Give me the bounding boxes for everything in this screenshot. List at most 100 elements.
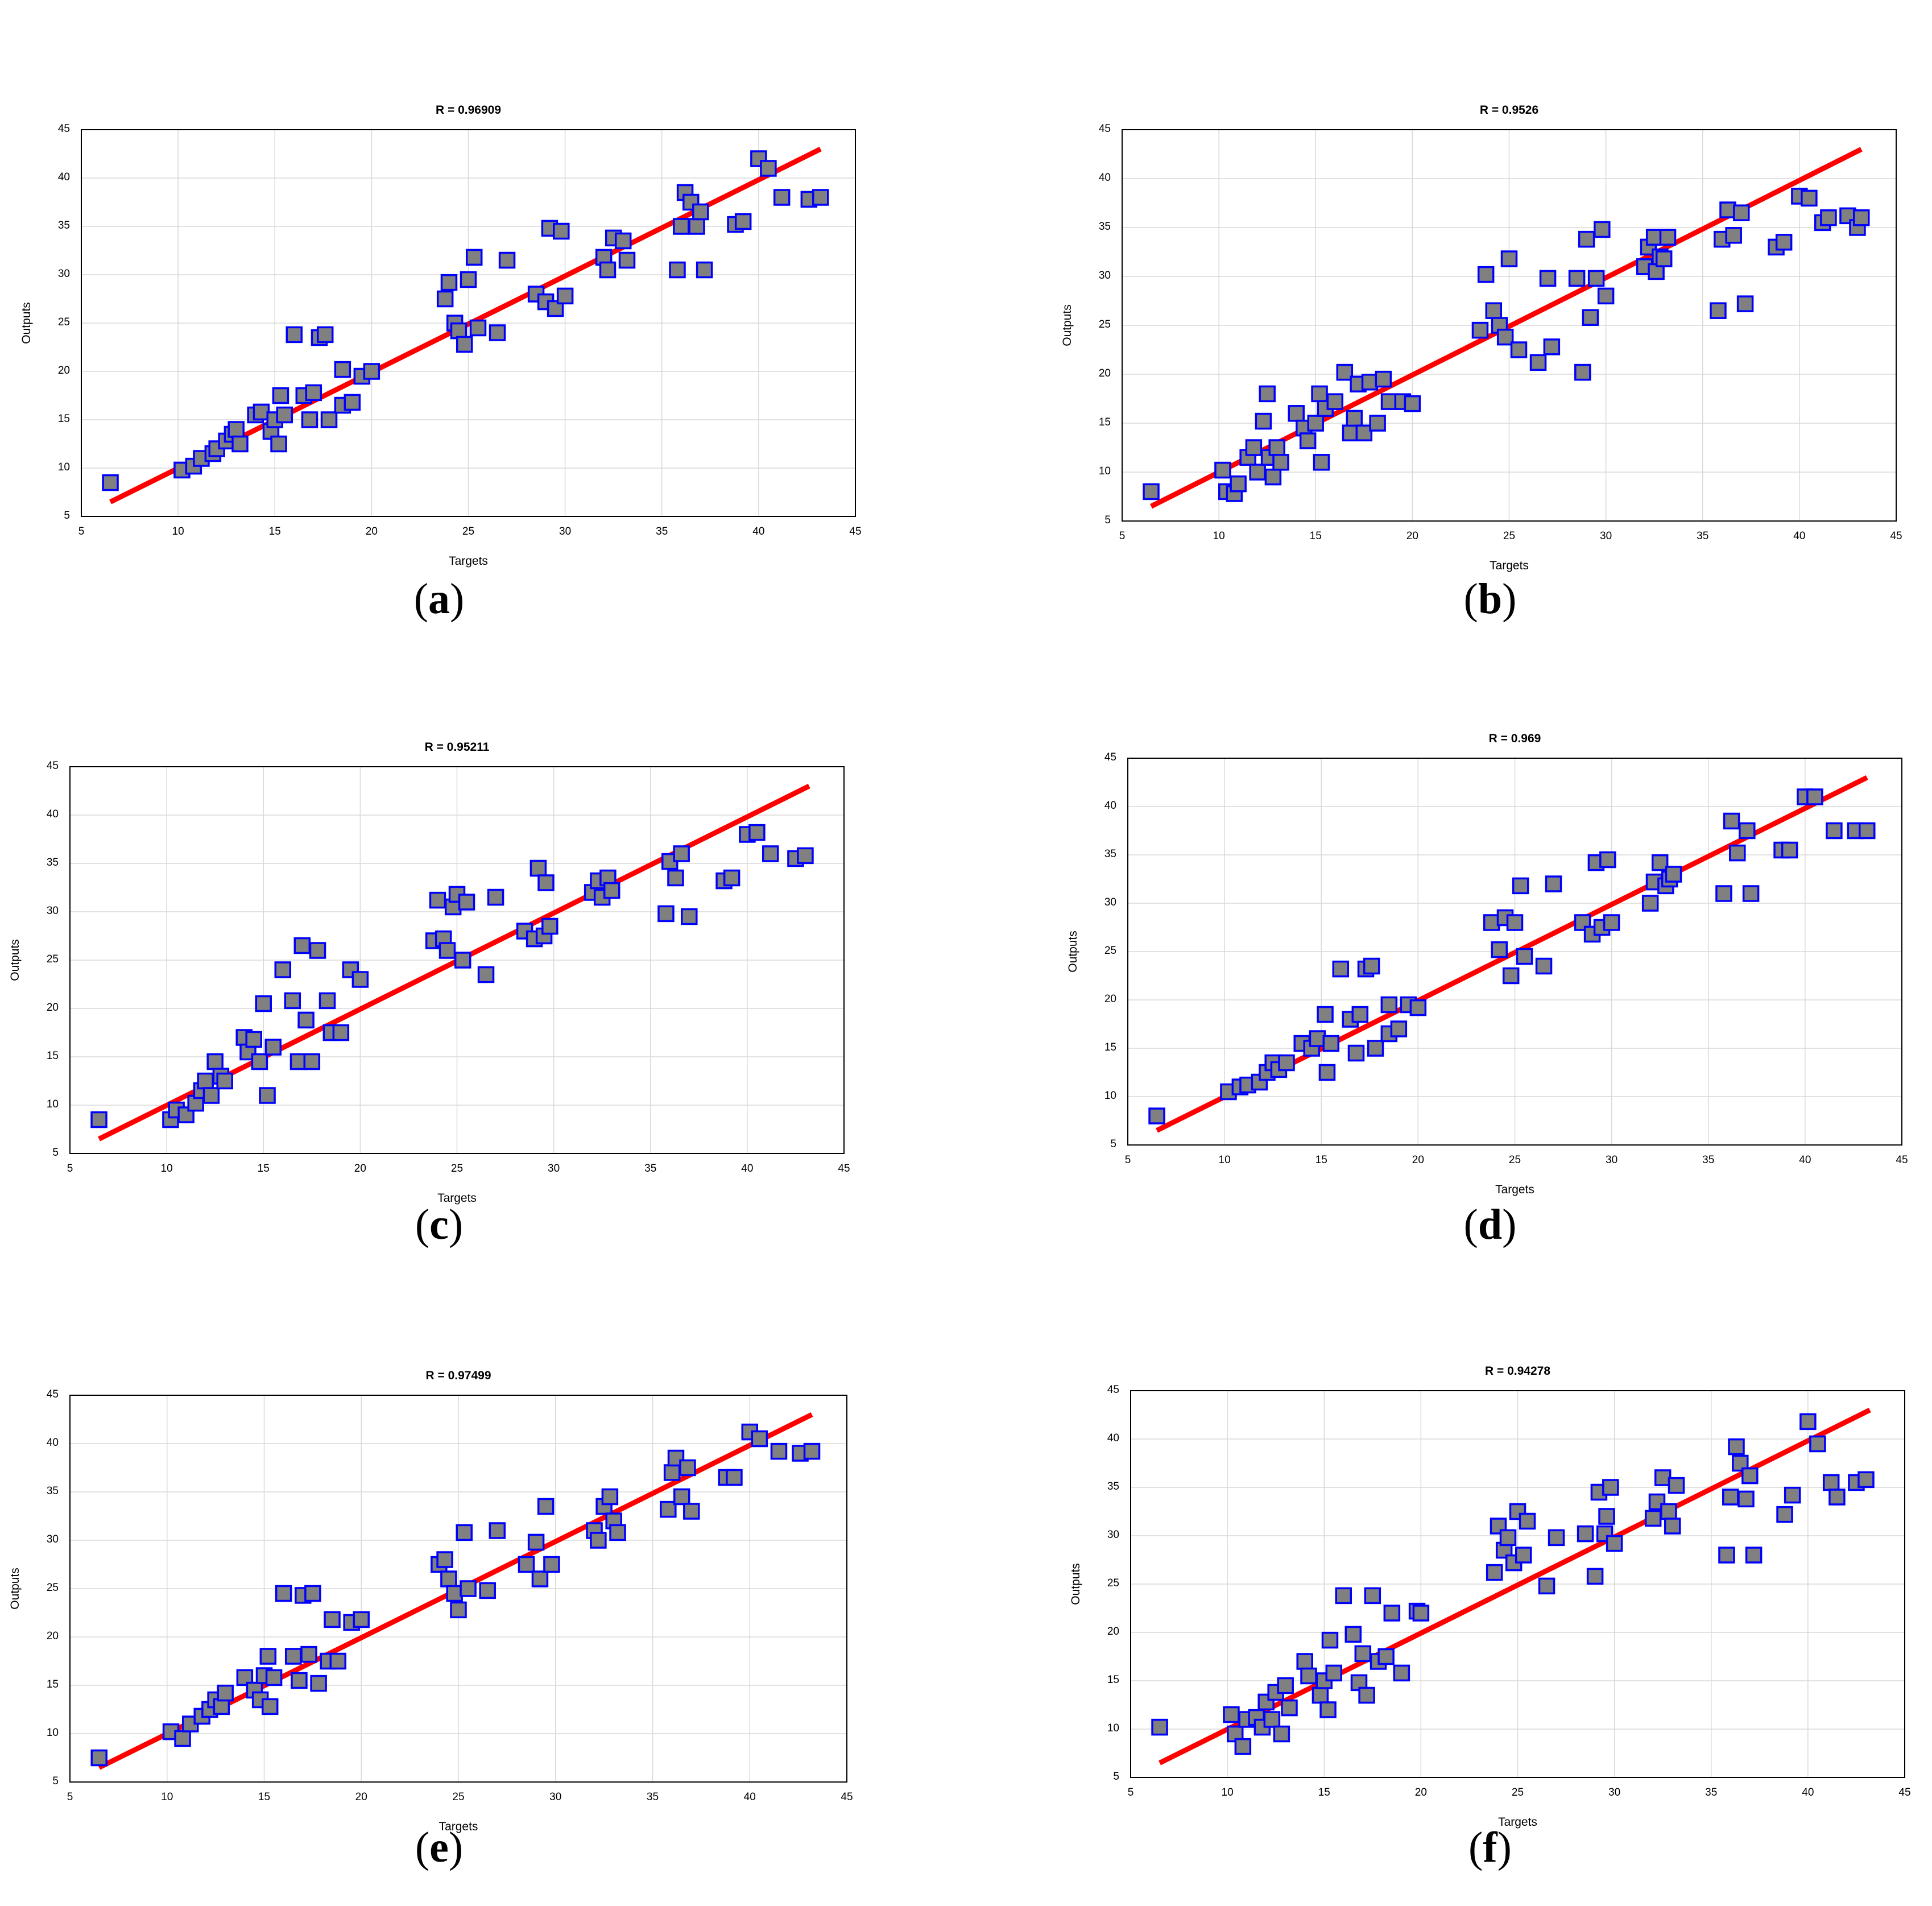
y-tick-label: 25 (1107, 1577, 1119, 1589)
data-point (456, 336, 473, 353)
data-point (1332, 960, 1350, 978)
data-point (1828, 1489, 1846, 1506)
data-point (1723, 812, 1740, 830)
y-tick-label: 10 (47, 1727, 59, 1739)
x-axis-label: Targets (439, 1820, 478, 1833)
x-tick-label: 30 (1606, 1154, 1617, 1166)
data-point (669, 261, 686, 279)
data-point (1548, 1529, 1565, 1547)
data-point (1776, 1506, 1793, 1523)
x-tick-label: 40 (1793, 530, 1805, 542)
data-point (1351, 1006, 1369, 1023)
data-point (1317, 1006, 1334, 1023)
data-point (259, 1648, 277, 1665)
x-tick-label: 15 (258, 1163, 270, 1175)
data-point (284, 1648, 302, 1665)
data-point (334, 361, 351, 378)
data-point (1358, 1686, 1375, 1704)
x-tick-label: 45 (849, 526, 861, 538)
data-point (1586, 1568, 1604, 1585)
chart-title: R = 0.95211 (425, 741, 490, 754)
data-point (487, 888, 504, 906)
y-tick-label: 35 (1107, 1481, 1119, 1492)
x-tick-label: 40 (744, 1791, 756, 1803)
data-point (609, 1524, 626, 1541)
data-point (293, 937, 311, 954)
data-point (1822, 1474, 1840, 1491)
data-point (1477, 266, 1495, 283)
data-point (683, 1503, 700, 1520)
data-point (300, 1645, 317, 1663)
data-point (316, 326, 334, 344)
data-point (773, 189, 791, 206)
data-point (603, 882, 620, 899)
data-point (529, 859, 547, 877)
x-tick-label: 20 (1412, 1154, 1424, 1166)
y-tick-label: 30 (1104, 896, 1116, 908)
data-point (1736, 295, 1754, 312)
data-point (1300, 1667, 1317, 1685)
data-point (1277, 1677, 1294, 1694)
x-tick-label: 30 (1608, 1787, 1620, 1798)
x-tick-label: 45 (1896, 1154, 1908, 1166)
data-point (657, 905, 675, 923)
data-point (297, 1011, 315, 1029)
data-point (1598, 1508, 1615, 1525)
data-point (1148, 1107, 1165, 1124)
x-tick-label: 30 (549, 1791, 561, 1803)
data-point (498, 251, 516, 269)
data-point (344, 394, 361, 411)
data-point (274, 961, 292, 978)
data-point (1380, 996, 1398, 1014)
data-point (1659, 229, 1677, 246)
data-point (770, 1442, 788, 1460)
data-point (1342, 424, 1359, 441)
y-tick-label: 5 (52, 1775, 59, 1787)
data-point (1857, 1471, 1875, 1489)
data-point (1512, 877, 1529, 895)
y-tick-label: 15 (58, 413, 70, 425)
data-point (762, 845, 779, 862)
data-point (479, 1582, 496, 1599)
y-tick-label: 15 (1107, 1674, 1119, 1686)
data-point (90, 1111, 107, 1128)
x-axis-label: Targets (1490, 559, 1529, 572)
data-point (216, 1072, 233, 1090)
y-tick-label: 10 (1099, 465, 1111, 477)
x-tick-label: 20 (1406, 530, 1418, 542)
y-axis-label: Outputs (9, 1568, 22, 1610)
x-tick-label: 10 (1222, 1787, 1234, 1798)
data-point (436, 290, 454, 308)
y-tick-label: 40 (47, 1437, 59, 1449)
data-point (465, 249, 483, 266)
y-tick-label: 40 (1107, 1432, 1119, 1444)
y-tick-label: 20 (58, 365, 70, 377)
data-point (1268, 439, 1285, 456)
scatter-chart-d: 5 10 15 20 25 30 35 40 45 5 10 15 20 25 30 35 40 45 R = 0.… (1066, 732, 1908, 1196)
x-tick-label: 40 (752, 526, 764, 538)
data-point (1273, 1725, 1290, 1743)
y-tick-label: 15 (47, 1678, 59, 1690)
data-point (1728, 1438, 1745, 1456)
y-tick-label: 45 (58, 123, 70, 135)
data-point (1529, 354, 1547, 371)
data-point (812, 189, 829, 206)
x-tick-label: 35 (647, 1791, 659, 1803)
y-tick-label: 5 (1110, 1138, 1116, 1150)
data-point (1801, 189, 1818, 207)
y-axis-label: Outputs (20, 302, 33, 344)
data-point (489, 1522, 506, 1539)
plot-border (69, 766, 845, 1154)
data-point (1485, 302, 1503, 319)
x-tick-label: 45 (838, 1163, 850, 1175)
data-point (440, 274, 458, 291)
data-point (1660, 1503, 1677, 1520)
data-point (673, 1488, 690, 1506)
caption-a: (a) (413, 575, 465, 623)
data-point (1603, 914, 1620, 931)
scatter-chart-b: 5 10 15 20 25 30 35 40 45 5 10 15 20 25 30 35 40 45 R = 0.… (1061, 104, 1902, 572)
y-axis-label: Outputs (9, 939, 22, 981)
chart-panel-a: 5 10 15 20 25 30 35 40 45 5 10 15 20 25 30 35 40 45 R = 0.… (0, 46, 887, 568)
scatter-chart-c: 5 10 15 20 25 30 35 40 45 5 10 15 20 25 30 35 40 45 R = 0.… (9, 741, 850, 1205)
y-tick-label: 15 (1099, 416, 1111, 428)
